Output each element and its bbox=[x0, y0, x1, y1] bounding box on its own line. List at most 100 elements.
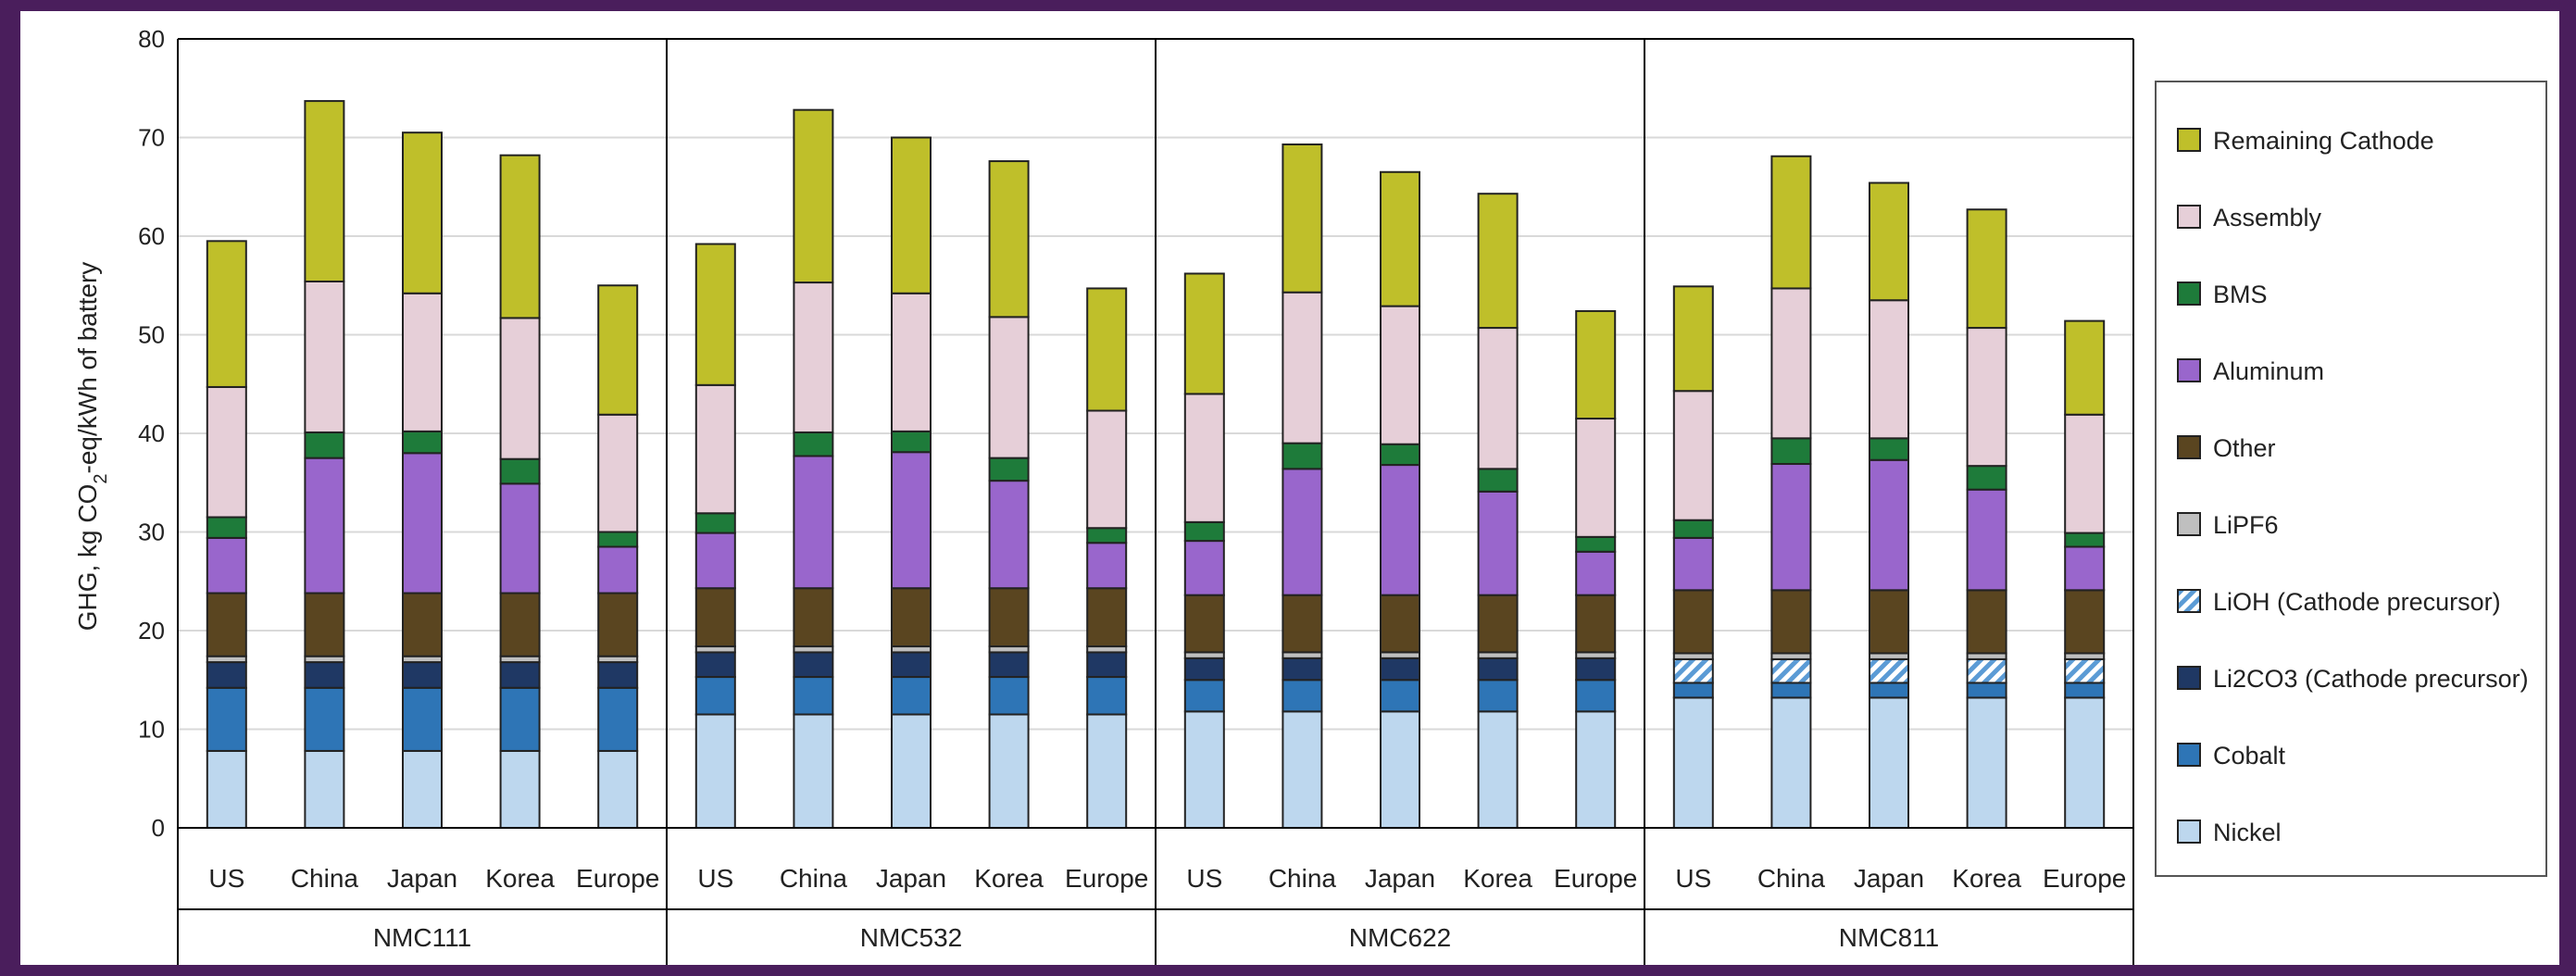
bar-segment-remaining-cathode bbox=[1672, 285, 1714, 393]
y-tick-label: 40 bbox=[138, 419, 165, 447]
bar-segment-other bbox=[206, 592, 247, 657]
bar-segment-assembly bbox=[793, 282, 834, 433]
bar-segment-remaining-cathode bbox=[597, 284, 639, 416]
bar-segment-aluminum bbox=[1672, 536, 1714, 592]
bar-segment-li2co3-cathode-precursor- bbox=[206, 661, 247, 689]
bar-segment-cobalt bbox=[1380, 679, 1420, 713]
bar-segment-assembly bbox=[1575, 418, 1617, 538]
y-tick-label: 0 bbox=[152, 814, 165, 842]
bar-segment-bms bbox=[1183, 520, 1225, 543]
bar-segment-other bbox=[1770, 589, 1812, 655]
legend-label: Nickel bbox=[2213, 819, 2282, 846]
bar-segment-remaining-cathode bbox=[1575, 309, 1617, 420]
bar-segment-remaining-cathode bbox=[1869, 181, 1909, 302]
bar-segment-remaining-cathode bbox=[694, 243, 736, 386]
bar-segment-li2co3-cathode-precursor- bbox=[1183, 657, 1225, 682]
x-category-label: China bbox=[291, 864, 359, 893]
x-group-label: NMC532 bbox=[860, 923, 962, 952]
bar-segment-assembly bbox=[2064, 413, 2106, 534]
stacked-bar-chart: 0 10 20 30 40 50 60 70 80 US China Japan Korea Europ… bbox=[73, 25, 2547, 965]
y-tick-label: 20 bbox=[138, 617, 165, 644]
bar-segment-bms bbox=[206, 516, 247, 539]
bar-segment-aluminum bbox=[1966, 488, 2007, 592]
bar-segment-bms bbox=[1672, 519, 1714, 539]
bar-segment-lioh-cathode-precursor- bbox=[1869, 657, 1909, 684]
legend-swatch bbox=[2177, 589, 2201, 613]
bar-segment-aluminum bbox=[1477, 490, 1519, 596]
legend-label: Aluminum bbox=[2213, 357, 2324, 385]
bar-segment-nickel bbox=[1282, 710, 1323, 830]
bar-segment-remaining-cathode bbox=[499, 154, 541, 319]
bar-segment-nickel bbox=[1380, 710, 1420, 830]
bar-segment-cobalt bbox=[1477, 679, 1519, 713]
bar-segment-lioh-cathode-precursor- bbox=[1770, 657, 1812, 684]
bar-segment-nickel bbox=[1086, 713, 1128, 830]
bar-segment-aluminum bbox=[891, 451, 932, 590]
x-category-label: Europe bbox=[1065, 864, 1148, 893]
x-category-label: US bbox=[1675, 864, 1711, 893]
x-group-label: NMC811 bbox=[1839, 923, 1939, 952]
bar-segment-remaining-cathode bbox=[1183, 272, 1225, 395]
bar-segment-other bbox=[2064, 589, 2106, 655]
x-category-label: Japan bbox=[876, 864, 946, 893]
bar-segment-aluminum bbox=[499, 482, 541, 594]
bar-segment-other bbox=[793, 587, 834, 648]
bar-segment-nickel bbox=[1672, 696, 1714, 829]
bar-segment-bms bbox=[1380, 443, 1420, 467]
bar-segment-nickel bbox=[1183, 710, 1225, 830]
bar-segment-cobalt bbox=[402, 686, 443, 752]
x-category-label: US bbox=[697, 864, 733, 893]
bar-segment-li2co3-cathode-precursor- bbox=[1380, 657, 1420, 682]
bar-segment-other bbox=[988, 587, 1030, 648]
bar-segment-cobalt bbox=[988, 676, 1030, 716]
bar-segment-nickel bbox=[1770, 696, 1812, 829]
bar-segment-other bbox=[1966, 589, 2007, 655]
bar-segment-bms bbox=[1282, 442, 1323, 470]
x-category-label: US bbox=[1186, 864, 1222, 893]
bar-segment-lioh-cathode-precursor- bbox=[2064, 657, 2106, 684]
bar-segment-cobalt bbox=[1575, 679, 1617, 713]
bar-segment-aluminum bbox=[694, 532, 736, 590]
y-tick-label: 10 bbox=[138, 716, 165, 744]
x-category-label: China bbox=[1269, 864, 1337, 893]
bar-segment-cobalt bbox=[2064, 682, 2106, 699]
bar-segment-nickel bbox=[793, 713, 834, 830]
bar-segment-bms bbox=[304, 431, 345, 459]
bar-segment-cobalt bbox=[304, 686, 345, 752]
bar-segment-bms bbox=[793, 431, 834, 457]
bar-segment-nickel bbox=[206, 749, 247, 829]
bar-segment-assembly bbox=[1086, 409, 1128, 530]
bar-segment-bms bbox=[1086, 527, 1128, 544]
bar-segment-nickel bbox=[988, 713, 1030, 830]
bar-segment-assembly bbox=[1966, 327, 2007, 468]
bar-segment-other bbox=[694, 587, 736, 648]
x-group-label: NMC111 bbox=[373, 923, 471, 952]
bar-segment-li2co3-cathode-precursor- bbox=[891, 651, 932, 679]
x-category-label: Japan bbox=[1365, 864, 1435, 893]
legend-label: Assembly bbox=[2213, 204, 2322, 231]
bar-segment-li2co3-cathode-precursor- bbox=[694, 651, 736, 679]
legend-swatch bbox=[2177, 743, 2201, 767]
legend-swatch bbox=[2177, 820, 2201, 844]
bar-segment-remaining-cathode bbox=[206, 240, 247, 388]
y-tick-label: 80 bbox=[138, 25, 165, 53]
bar-segment-aluminum bbox=[1869, 458, 1909, 592]
bar-segment-assembly bbox=[1672, 390, 1714, 521]
bar-segment-bms bbox=[694, 512, 736, 534]
bar-segment-other bbox=[499, 592, 541, 657]
bar-segment-other bbox=[1575, 594, 1617, 654]
bar-segment-lioh-cathode-precursor- bbox=[1672, 657, 1714, 684]
bar-segment-other bbox=[1477, 594, 1519, 654]
x-category-label: Europe bbox=[1554, 864, 1637, 893]
x-category-label: China bbox=[780, 864, 848, 893]
legend-label: LiPF6 bbox=[2213, 511, 2279, 539]
bar-segment-bms bbox=[1869, 437, 1909, 461]
bar-segment-nickel bbox=[499, 749, 541, 829]
bar-segment-other bbox=[1282, 594, 1323, 654]
bar-segment-other bbox=[304, 592, 345, 657]
bar-segment-remaining-cathode bbox=[1380, 170, 1420, 307]
legend-swatch bbox=[2177, 666, 2201, 690]
bar-segment-li2co3-cathode-precursor- bbox=[1282, 657, 1323, 682]
bar-segment-assembly bbox=[1477, 327, 1519, 470]
bar-segment-remaining-cathode bbox=[988, 160, 1030, 319]
